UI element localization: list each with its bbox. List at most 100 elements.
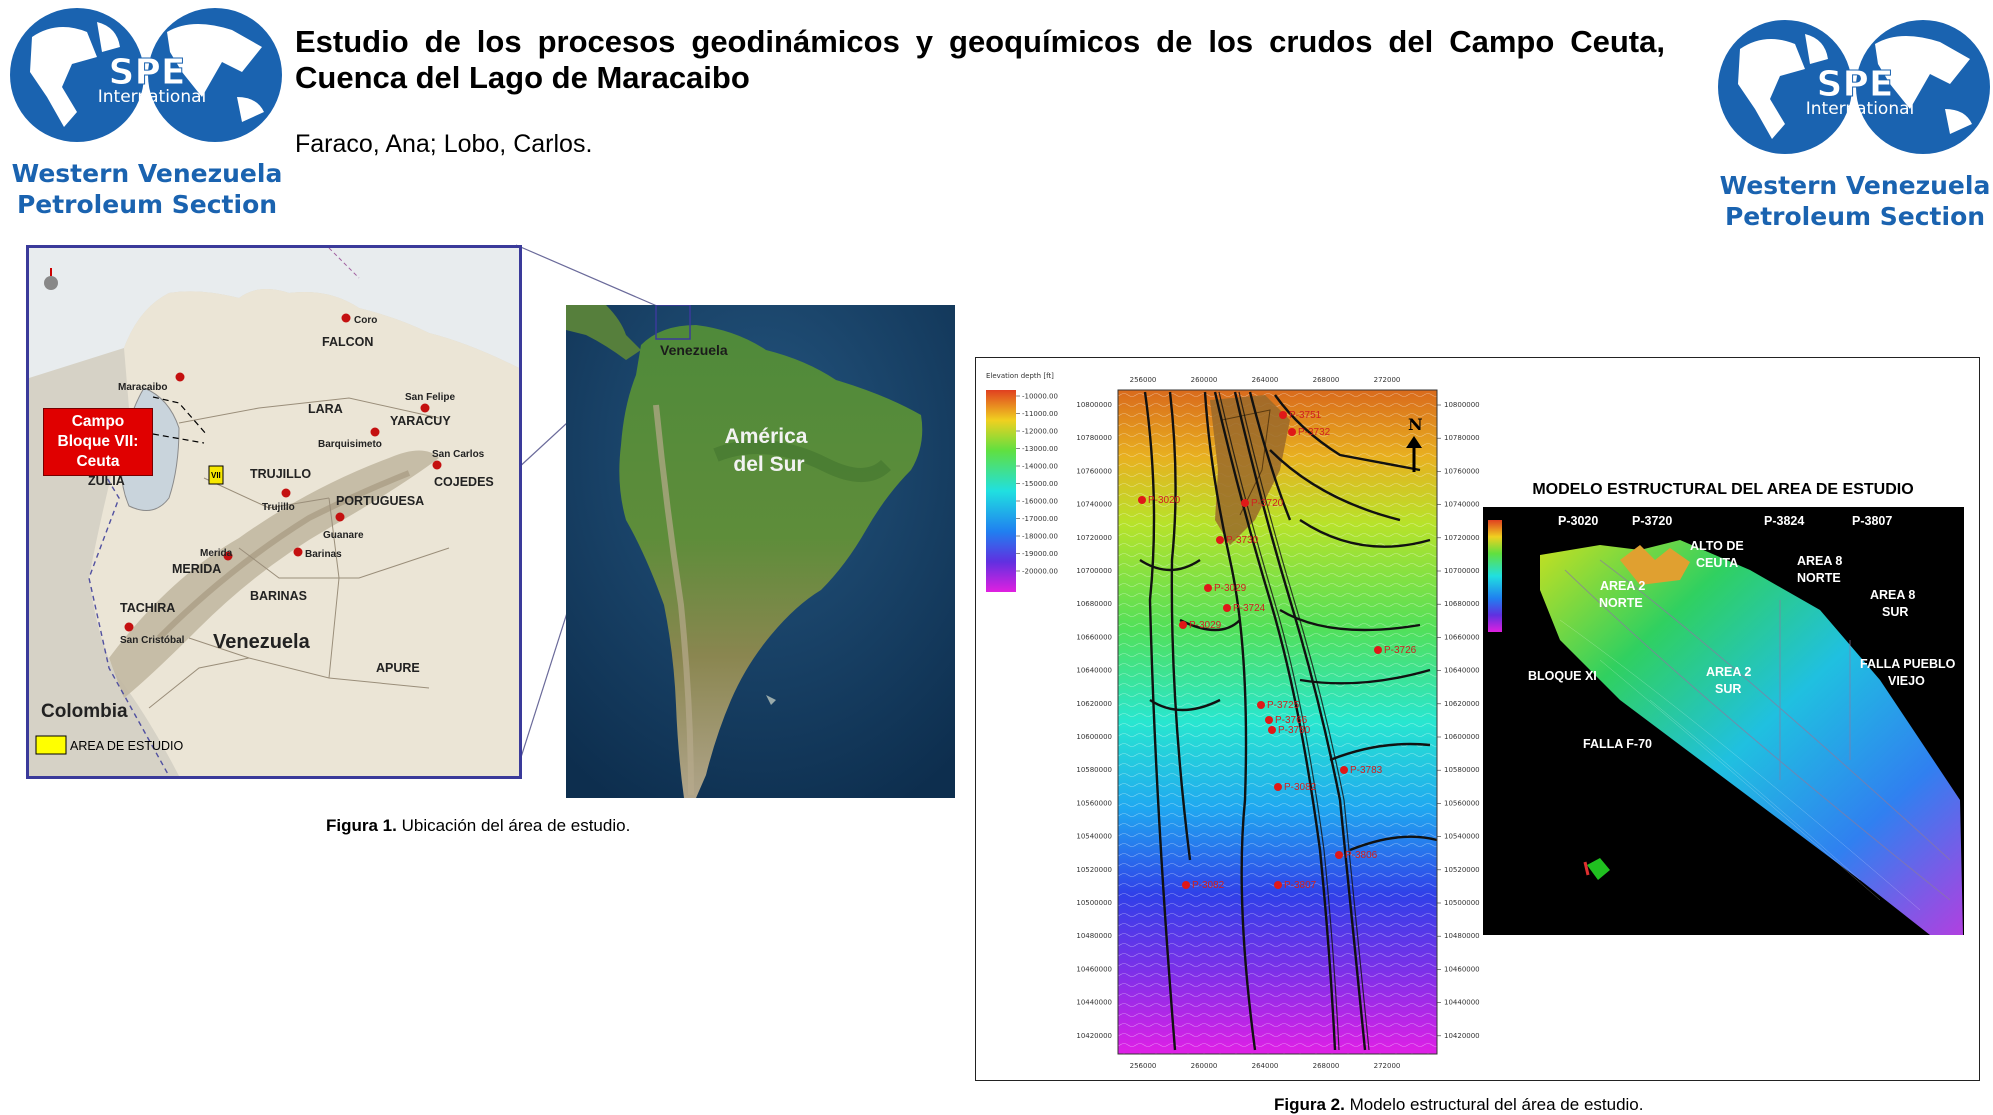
spe-logo-main: SPE: [109, 52, 186, 93]
y-tick-label-right: 10600000: [1444, 733, 1480, 741]
y-tick-label-left: 10600000: [1076, 733, 1112, 741]
compass-icon: [44, 268, 58, 290]
well-label: P-3780: [1278, 725, 1311, 736]
figure2-caption-text: Modelo estructural del área de estudio.: [1344, 1095, 1644, 1114]
y-tick-label-left: 10520000: [1076, 866, 1112, 874]
model-title: MODELO ESTRUCTURAL DEL AREA DE ESTUDIO: [1532, 481, 1913, 498]
sa-label-line1: América: [725, 425, 808, 448]
model-label: AREA 2: [1706, 665, 1751, 679]
y-tick-label-left: 10440000: [1076, 999, 1112, 1007]
model-label: SUR: [1882, 605, 1908, 619]
y-tick-label-right: 10660000: [1444, 633, 1480, 641]
y-tick-label-right: 10720000: [1444, 534, 1480, 542]
logo-line1: Western Venezuela: [1719, 171, 1991, 200]
model-axis-arrow-icon: [1583, 858, 1610, 880]
well-label: P-3730: [1226, 535, 1259, 546]
model-label: BLOQUE XI: [1528, 669, 1597, 683]
model-label: NORTE: [1797, 571, 1841, 585]
y-tick-label-left: 10700000: [1076, 567, 1112, 575]
x-tick-label-bottom: 268000: [1313, 1062, 1340, 1070]
scale-tick-label: -13000.00: [1022, 445, 1058, 453]
y-tick-label-right: 10780000: [1444, 434, 1480, 442]
scale-tick-label: -12000.00: [1022, 428, 1058, 436]
x-tick-label-top: 260000: [1191, 376, 1218, 384]
y-tick-label-right: 10500000: [1444, 899, 1480, 907]
model-label: AREA 8: [1797, 554, 1842, 568]
south-america-map: Venezuela América del Sur: [566, 305, 955, 798]
y-tick-label-left: 10620000: [1076, 700, 1112, 708]
model-label: VIEJO: [1888, 674, 1925, 688]
well-label: P-3766: [1275, 715, 1308, 726]
campo-ceuta-callout: Campo Bloque VII: Ceuta: [43, 408, 153, 476]
well-marker: [1182, 881, 1190, 889]
callout-line: Campo: [71, 413, 125, 430]
well-label: P-3725: [1267, 700, 1300, 711]
well-marker: [1274, 783, 1282, 791]
y-tick-label-left: 10480000: [1076, 932, 1112, 940]
spe-logo-sub: International: [98, 87, 207, 107]
well-label: P-3726: [1384, 645, 1417, 656]
spe-logo-main: SPE: [1817, 64, 1894, 105]
y-tick-label-left: 10720000: [1076, 534, 1112, 542]
y-tick-label-right: 10580000: [1444, 766, 1480, 774]
venezuela-highlight: [655, 305, 691, 340]
y-tick-label-right: 10540000: [1444, 833, 1480, 841]
south-america-map-drawing: Venezuela América del Sur: [566, 305, 955, 798]
venezuela-map: VII AREA DE ESTUDIO Venezuela Colombia C…: [26, 245, 522, 779]
model-label: ALTO DE: [1690, 539, 1744, 553]
y-tick-label-left: 10460000: [1076, 965, 1112, 973]
y-tick-label-right: 10420000: [1444, 1032, 1480, 1040]
well-marker: [1335, 851, 1343, 859]
y-tick-label-right: 10520000: [1444, 866, 1480, 874]
depth-color-scale: [986, 390, 1016, 592]
y-tick-label-right: 10800000: [1444, 401, 1480, 409]
callout-line: Ceuta: [76, 453, 120, 470]
globe-logo-icon: SPE International: [10, 8, 282, 142]
y-tick-label-right: 10460000: [1444, 965, 1480, 973]
figure1-caption-label: Figura 1.: [326, 816, 397, 835]
figure2-caption-label: Figura 2.: [1274, 1095, 1345, 1114]
well-marker: [1179, 621, 1187, 629]
model-label: AREA 2: [1600, 579, 1645, 593]
logo-line1: Western Venezuela: [11, 159, 283, 188]
fault-lines: [1139, 391, 1438, 1051]
x-tick-label-bottom: 272000: [1374, 1062, 1401, 1070]
vii-label: VII: [211, 471, 221, 480]
model-label: NORTE: [1599, 596, 1643, 610]
scale-tick-label: -20000.00: [1022, 568, 1058, 576]
x-tick-label-top: 264000: [1252, 376, 1279, 384]
y-tick-label-right: 10640000: [1444, 667, 1480, 675]
well-label: P-3724: [1233, 603, 1266, 614]
scale-tick-label: -19000.00: [1022, 550, 1058, 558]
model-label: P-3720: [1632, 514, 1672, 528]
well-marker: [1223, 604, 1231, 612]
well-marker: [1204, 584, 1212, 592]
well-label: P-3029: [1214, 583, 1247, 594]
logo-line2: Petroleum Section: [16, 190, 278, 219]
well-label: P-3806: [1345, 850, 1378, 861]
y-tick-label-left: 10800000: [1076, 401, 1112, 409]
figure1-caption: Figura 1. Ubicación del área de estudio.: [326, 816, 630, 836]
y-tick-label-right: 10560000: [1444, 799, 1480, 807]
y-tick-label-right: 10680000: [1444, 600, 1480, 608]
well-label: P-3720: [1251, 498, 1284, 509]
x-tick-label-bottom: 260000: [1191, 1062, 1218, 1070]
country-venezuela: Venezuela: [213, 631, 311, 653]
spe-logo-left: SPE International Western Venezuela Petr…: [2, 2, 292, 219]
well-label: P-3783: [1350, 765, 1383, 776]
logo-line2: Petroleum Section: [1724, 202, 1986, 231]
legend-text: AREA DE ESTUDIO: [70, 739, 183, 753]
model-label: FALLA F-70: [1583, 737, 1652, 751]
x-tick-label-top: 268000: [1313, 376, 1340, 384]
scale-tick-label: -11000.00: [1022, 410, 1058, 418]
page-title: Estudio de los procesos geodinámicos y g…: [295, 24, 1665, 95]
north-arrow-icon: N: [1406, 415, 1423, 472]
y-tick-label-left: 10580000: [1076, 766, 1112, 774]
model-label: P-3807: [1852, 514, 1892, 528]
callout-line: Bloque VII:: [57, 433, 139, 450]
well-marker: [1138, 496, 1146, 504]
model-label: CEUTA: [1696, 556, 1738, 570]
y-tick-label-left: 10640000: [1076, 667, 1112, 675]
model-color-scale: [1488, 520, 1502, 632]
